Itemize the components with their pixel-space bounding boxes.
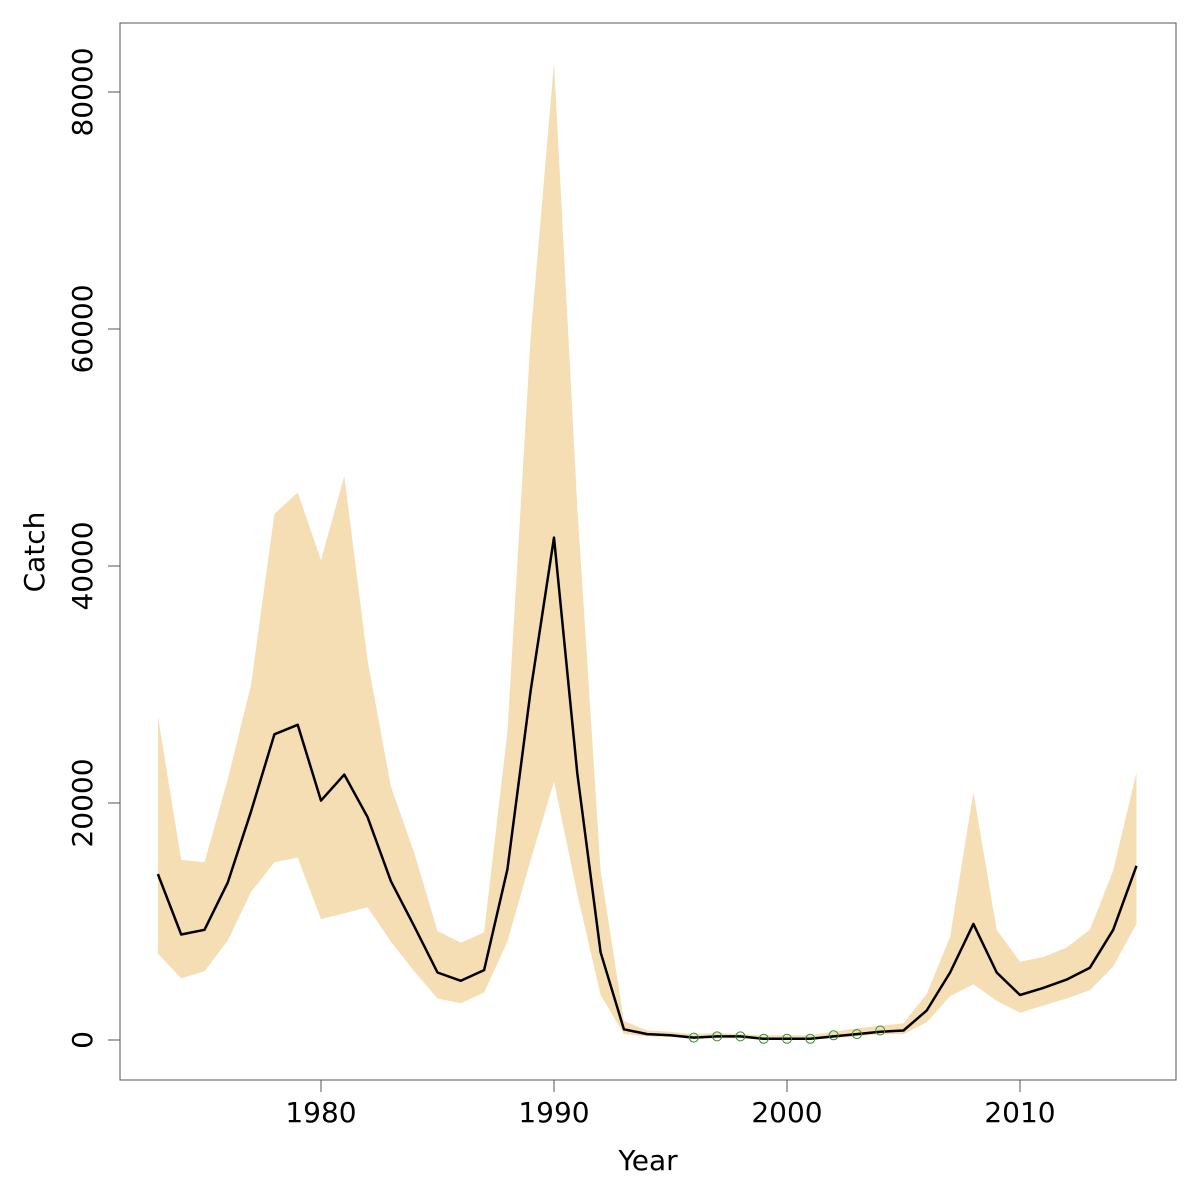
observed-point	[735, 1031, 746, 1042]
y-tick-label: 80000	[66, 47, 99, 136]
y-tick-label: 40000	[66, 521, 99, 610]
y-tick-label: 60000	[66, 284, 99, 373]
observed-point	[758, 1033, 769, 1044]
y-tick-label: 0	[66, 1031, 99, 1049]
observed-point	[712, 1031, 723, 1042]
x-tick-label: 1990	[518, 1096, 589, 1129]
x-tick-label: 2000	[751, 1096, 822, 1129]
observed-point	[851, 1029, 862, 1040]
observed-point	[782, 1033, 792, 1044]
y-axis: 0 20000 40000 60000 80000	[66, 47, 121, 1049]
y-tick-label: 20000	[66, 758, 99, 847]
y-axis-title: Catch	[18, 512, 51, 593]
x-tick-label: 2010	[984, 1096, 1055, 1129]
observed-point	[688, 1032, 699, 1043]
x-axis-title: Year	[617, 1144, 678, 1177]
catch-line	[156, 536, 1138, 1041]
observed-point	[828, 1030, 839, 1041]
x-axis: 1980 1990 2000 2010	[285, 1079, 1056, 1129]
data-layer	[156, 62, 1138, 1044]
observed-point	[875, 1025, 886, 1036]
x-tick-label: 1980	[285, 1096, 356, 1129]
confidence-band	[157, 62, 1137, 1040]
observed-point	[805, 1033, 816, 1044]
